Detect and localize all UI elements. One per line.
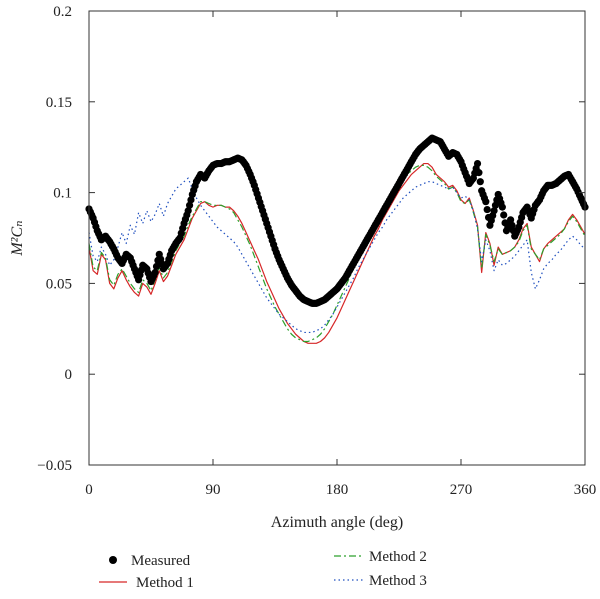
data-point-measured	[490, 207, 498, 215]
data-point-measured	[151, 268, 159, 277]
data-point-measured	[482, 198, 490, 206]
legend-item-measured: Measured	[109, 553, 191, 569]
data-point-measured	[187, 196, 195, 204]
data-point-measured	[498, 203, 506, 211]
x-tick-label: 180	[326, 482, 349, 498]
y-tick-label: 0	[65, 367, 73, 383]
x-tick-label: 90	[206, 482, 221, 498]
y-tick-label: 0.15	[46, 95, 72, 111]
legend-label-method-1: Method 1	[136, 575, 194, 591]
x-axis-title: Azimuth angle (deg)	[271, 514, 403, 531]
data-point-measured	[508, 221, 516, 229]
data-point-measured	[491, 201, 500, 209]
data-point-measured	[184, 207, 192, 215]
data-point-measured	[476, 178, 484, 186]
x-axis: 0 90 180 270 360	[85, 11, 596, 498]
data-point-measured	[483, 205, 491, 214]
x-tick-label: 0	[85, 482, 93, 498]
data-point-measured	[473, 159, 482, 168]
legend-label-method-2: Method 2	[369, 549, 427, 565]
series-line-method-2	[88, 164, 586, 343]
series-measured	[85, 134, 589, 307]
y-tick-label: 0.05	[46, 276, 72, 292]
y-tick-label: −0.05	[37, 458, 72, 474]
data-point-measured	[500, 211, 508, 219]
data-point-measured	[507, 216, 515, 224]
legend-item-method-2: Method 2	[334, 549, 427, 565]
legend-item-method-3: Method 3	[334, 573, 427, 589]
legend-marker-measured	[109, 556, 117, 564]
legend-label-method-3: Method 3	[369, 573, 427, 589]
series-line-method-3	[88, 177, 586, 334]
plot-series	[85, 134, 589, 344]
y-tick-label: 0.1	[53, 186, 72, 202]
series-line-method-1	[88, 162, 586, 344]
legend: Measured Method 1 Method 2 Method 3	[99, 549, 427, 591]
y-axis-title: M²Cₙ	[9, 220, 26, 256]
x-tick-label: 360	[574, 482, 597, 498]
plot-frame	[88, 10, 586, 466]
y-tick-label: 0.2	[53, 4, 72, 20]
legend-label-measured: Measured	[131, 553, 191, 569]
data-point-measured	[475, 169, 483, 177]
legend-item-method-1: Method 1	[99, 575, 194, 591]
x-tick-label: 270	[450, 482, 473, 498]
data-point-measured	[185, 201, 194, 209]
y-axis: −0.05 0 0.05 0.1 0.15 0.2	[37, 4, 585, 474]
data-point-measured	[152, 262, 161, 271]
